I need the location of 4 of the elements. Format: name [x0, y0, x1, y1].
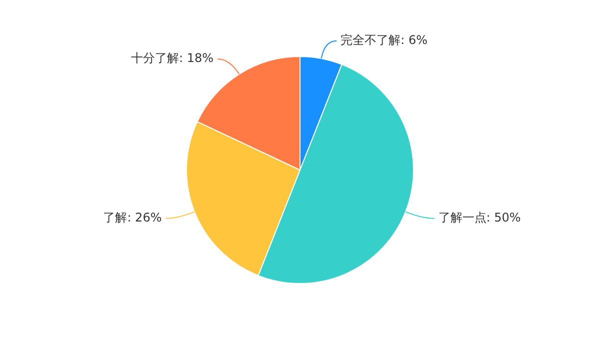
slice-label: 十分了解: 18% — [131, 51, 214, 66]
slice-label: 了解一点: 50% — [438, 210, 521, 225]
slice-label: 了解: 26% — [103, 210, 162, 225]
slice-label: 完全不了解: 6% — [340, 32, 428, 47]
